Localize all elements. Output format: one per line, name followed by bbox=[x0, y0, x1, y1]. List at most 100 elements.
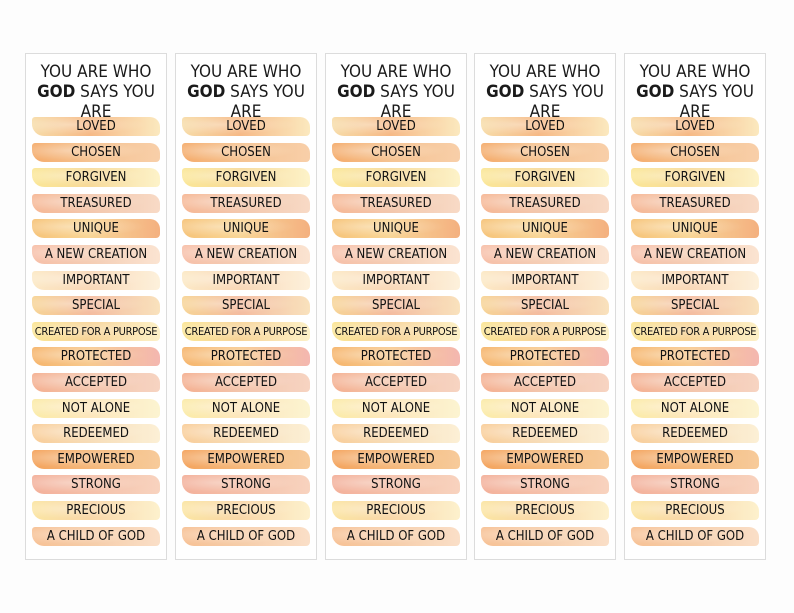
word-text: A NEW CREATION bbox=[493, 247, 597, 262]
word-text: IMPORTANT bbox=[661, 272, 729, 288]
watercolor-stroke bbox=[481, 501, 609, 520]
watercolor-stroke bbox=[332, 193, 460, 213]
watercolor-stroke bbox=[32, 475, 160, 495]
title-line-1: YOU ARE WHO bbox=[489, 62, 601, 82]
word-text: REDEEMED bbox=[662, 426, 728, 442]
word-item: STRONG bbox=[481, 474, 609, 495]
word-item: SPECIAL bbox=[481, 295, 609, 316]
word-item: PROTECTED bbox=[481, 346, 609, 367]
word-item: A CHILD OF GOD bbox=[182, 526, 310, 547]
watercolor-stroke bbox=[182, 270, 310, 290]
word-item: NOT ALONE bbox=[481, 398, 609, 419]
word-text: LOVED bbox=[675, 119, 715, 134]
word-item: CREATED FOR A PURPOSE bbox=[32, 321, 160, 342]
word-text: REDEEMED bbox=[63, 426, 129, 442]
word-item: FORGIVEN bbox=[182, 167, 310, 188]
word-text: ACCEPTED bbox=[214, 375, 278, 390]
word-item: UNIQUE bbox=[182, 218, 310, 239]
watercolor-stroke bbox=[481, 398, 609, 418]
word-text: NOT ALONE bbox=[660, 400, 730, 416]
word-item: A CHILD OF GOD bbox=[32, 526, 160, 547]
word-item: A CHILD OF GOD bbox=[481, 526, 609, 547]
word-text: A CHILD OF GOD bbox=[495, 528, 595, 544]
watercolor-stroke bbox=[332, 475, 460, 495]
word-text: REDEEMED bbox=[213, 426, 279, 442]
word-text: CREATED FOR A PURPOSE bbox=[633, 324, 757, 338]
word-text: REDEEMED bbox=[512, 426, 578, 442]
word-text: CREATED FOR A PURPOSE bbox=[184, 324, 308, 338]
word-item: ACCEPTED bbox=[631, 372, 759, 393]
word-text: A NEW CREATION bbox=[44, 247, 148, 262]
word-item: EMPOWERED bbox=[32, 449, 160, 470]
word-item: ACCEPTED bbox=[182, 372, 310, 393]
watercolor-stroke bbox=[332, 168, 460, 188]
title-line-1: YOU ARE WHO bbox=[190, 62, 302, 82]
word-text: A NEW CREATION bbox=[344, 247, 448, 262]
word-item: PROTECTED bbox=[631, 346, 759, 367]
watercolor-stroke bbox=[631, 501, 759, 520]
word-text: UNIQUE bbox=[223, 221, 269, 237]
word-text: SPECIAL bbox=[222, 298, 270, 314]
word-text: TREASURED bbox=[210, 195, 282, 211]
watercolor-stroke bbox=[32, 501, 160, 520]
watercolor-stroke bbox=[332, 501, 460, 520]
word-item: STRONG bbox=[32, 474, 160, 495]
word-text: STRONG bbox=[670, 477, 720, 493]
watercolor-stroke bbox=[481, 117, 609, 136]
watercolor-stroke bbox=[631, 193, 759, 213]
watercolor-stroke bbox=[182, 296, 310, 316]
watercolor-stroke bbox=[182, 168, 310, 188]
word-item: CREATED FOR A PURPOSE bbox=[332, 321, 460, 342]
word-item: IMPORTANT bbox=[631, 270, 759, 291]
watercolor-stroke bbox=[182, 373, 310, 392]
word-item: NOT ALONE bbox=[631, 398, 759, 419]
word-item: REDEEMED bbox=[32, 423, 160, 444]
word-text: PRECIOUS bbox=[66, 503, 126, 518]
word-item: SPECIAL bbox=[332, 295, 460, 316]
word-item: PROTECTED bbox=[332, 346, 460, 367]
bookmark-5: YOU ARE WHO GOD SAYS YOU ARE LOVED CHOSEN FO… bbox=[624, 53, 766, 560]
watercolor-stroke bbox=[32, 373, 160, 392]
word-text: PROTECTED bbox=[509, 349, 581, 365]
title-line-1: YOU ARE WHO bbox=[40, 62, 152, 82]
watercolor-stroke bbox=[332, 142, 460, 162]
watercolor-stroke bbox=[182, 398, 310, 418]
watercolor-stroke bbox=[631, 219, 759, 239]
word-text: NOT ALONE bbox=[211, 400, 281, 416]
watercolor-stroke bbox=[332, 373, 460, 392]
word-text: FORGIVEN bbox=[365, 170, 427, 186]
word-text: LOVED bbox=[376, 119, 416, 134]
word-text: NOT ALONE bbox=[61, 400, 131, 416]
watercolor-stroke bbox=[182, 193, 310, 213]
word-text: A NEW CREATION bbox=[194, 247, 298, 262]
word-text: EMPOWERED bbox=[656, 451, 734, 467]
word-text: STRONG bbox=[371, 477, 421, 493]
title-god: GOD bbox=[37, 82, 76, 102]
word-text: EMPOWERED bbox=[357, 451, 435, 467]
bookmark-title: YOU ARE WHO GOD SAYS YOU ARE bbox=[326, 62, 466, 122]
watercolor-stroke bbox=[32, 142, 160, 162]
word-text: IMPORTANT bbox=[511, 272, 579, 288]
word-item: CHOSEN bbox=[182, 142, 310, 163]
watercolor-stroke bbox=[182, 245, 310, 264]
word-text: FORGIVEN bbox=[514, 170, 576, 186]
word-text: CHOSEN bbox=[221, 144, 271, 160]
watercolor-stroke bbox=[332, 424, 460, 444]
watercolor-stroke bbox=[481, 296, 609, 316]
bookmark-title: YOU ARE WHO GOD SAYS YOU ARE bbox=[625, 62, 765, 122]
word-text: STRONG bbox=[520, 477, 570, 493]
word-text: PROTECTED bbox=[210, 349, 282, 365]
watercolor-stroke bbox=[481, 475, 609, 495]
watercolor-stroke bbox=[481, 142, 609, 162]
title-god: GOD bbox=[486, 82, 525, 102]
watercolor-stroke bbox=[32, 526, 160, 546]
watercolor-stroke bbox=[182, 424, 310, 444]
word-text: FORGIVEN bbox=[65, 170, 127, 186]
watercolor-stroke bbox=[631, 526, 759, 546]
word-item: EMPOWERED bbox=[332, 449, 460, 470]
word-item: IMPORTANT bbox=[32, 270, 160, 291]
word-item: IMPORTANT bbox=[481, 270, 609, 291]
word-text: A CHILD OF GOD bbox=[346, 528, 446, 544]
watercolor-stroke bbox=[182, 475, 310, 495]
word-item: PRECIOUS bbox=[32, 500, 160, 521]
